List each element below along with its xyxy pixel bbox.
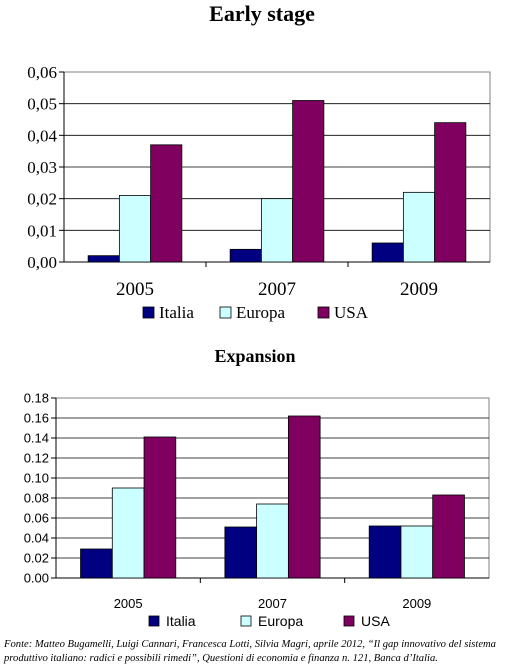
legend-swatch-europa [219, 306, 232, 319]
y-tick-label: 0.06 [24, 511, 49, 526]
legend-swatch-usa [317, 306, 330, 319]
legend-label-usa: USA [361, 613, 390, 629]
bar-usa-2009 [432, 494, 465, 579]
legend-label-usa: USA [334, 303, 369, 322]
y-tick-label: 0.04 [24, 531, 49, 546]
category-label-2007: 2007 [258, 279, 296, 300]
category-label-2009: 2009 [402, 596, 431, 611]
y-tick-label: 0.08 [24, 491, 49, 506]
category-label-2005: 2005 [114, 596, 143, 611]
y-tick-label: 0.12 [24, 451, 49, 466]
y-tick-label: 0.00 [24, 571, 49, 586]
bar-italia-2007 [224, 526, 258, 579]
y-tick-label: 0.02 [24, 551, 49, 566]
bar-usa-2005 [143, 436, 177, 579]
bar-europa-2005 [118, 195, 152, 263]
y-tick-label: 0.14 [24, 431, 49, 446]
charts-canvas: Early stage 0,00 0,01 0,02 0,03 0,04 0,05 0,06… [24, 1, 491, 629]
bar-europa-2007 [256, 503, 289, 579]
bar-italia-2005 [80, 548, 113, 579]
source-note: Fonte: Matteo Bugamelli, Luigi Cannari, … [4, 639, 496, 664]
y-tick-label: 0.16 [24, 411, 49, 426]
legend-swatch-italia [148, 615, 160, 627]
category-label-2005: 2005 [116, 279, 154, 300]
y-tick-label: 0,06 [27, 63, 57, 82]
chart-expansion: 0.00 0.02 0.04 0.06 0.08 0.10 0.12 0.14 0.16 0.18… [24, 391, 490, 629]
y-tick-label: 0,05 [27, 95, 57, 114]
y-tick-label: 0,04 [27, 126, 57, 145]
bar-italia-2009 [371, 242, 404, 263]
y-tick-label: 0,00 [27, 253, 57, 272]
y-tick-label: 0,03 [27, 158, 57, 177]
category-label-2009: 2009 [400, 279, 438, 300]
legend-label-italia: Italia [166, 613, 196, 629]
y-tick-label: 0.10 [24, 471, 49, 486]
legend-swatch-europa [240, 615, 252, 627]
bar-europa-2005 [111, 487, 145, 579]
bar-usa-2005 [150, 144, 183, 263]
bar-italia-2005 [87, 255, 120, 263]
bar-europa-2009 [402, 191, 436, 263]
chart-title-early-stage: Early stage [209, 1, 315, 26]
chart-early-stage: 0,00 0,01 0,02 0,03 0,04 0,05 0,06 2005 2007 2009… [27, 63, 491, 322]
bar-europa-2009 [400, 525, 434, 579]
bar-italia-2009 [368, 525, 402, 579]
legend-swatch-usa [343, 615, 355, 627]
legend-swatch-italia [142, 306, 155, 319]
legend-label-europa: Europa [236, 303, 286, 322]
bar-usa-2009 [434, 122, 467, 263]
y-tick-label: 0.18 [24, 391, 49, 406]
bar-europa-2007 [260, 198, 294, 263]
y-tick-label: 0,02 [27, 190, 57, 209]
bar-usa-2007 [292, 100, 325, 263]
bar-italia-2007 [229, 248, 262, 263]
legend-label-europa: Europa [258, 613, 303, 629]
legend-label-italia: Italia [159, 303, 194, 322]
y-tick-label: 0,01 [27, 221, 57, 240]
chart-title-expansion: Expansion [214, 346, 295, 366]
bar-usa-2007 [287, 415, 321, 579]
category-label-2007: 2007 [258, 596, 287, 611]
